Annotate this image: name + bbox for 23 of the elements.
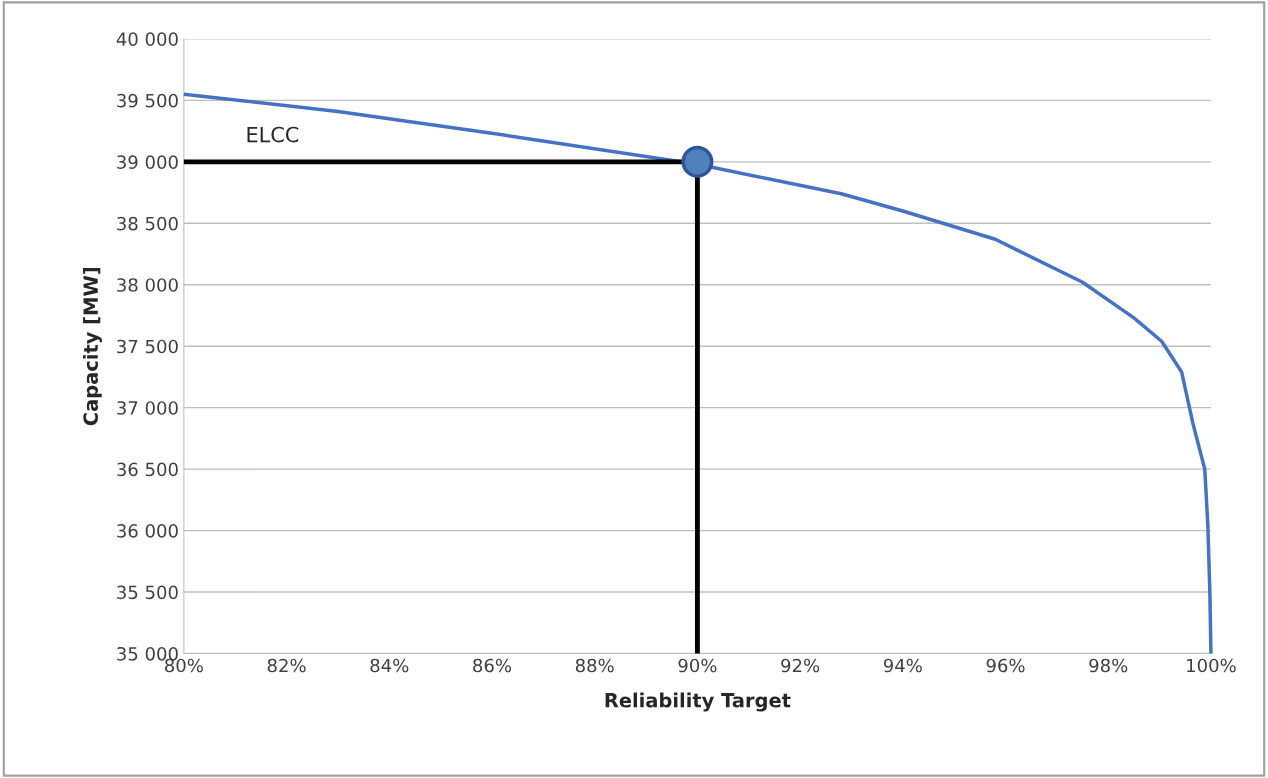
- y-tick-label: 38 500: [117, 216, 178, 231]
- x-tick-label: 98%: [1089, 658, 1128, 673]
- annotation: ELCC: [247, 126, 299, 143]
- y-tick-label: 35 500: [117, 585, 178, 600]
- y-axis-title: Capacity [MW]: [82, 267, 102, 426]
- y-tick-label: 37 000: [117, 401, 178, 415]
- y-tick-label: 36 500: [117, 462, 178, 477]
- x-tick-label: 84%: [370, 658, 409, 673]
- y-tick-label: 36 000: [117, 524, 178, 538]
- x-tick-label: 96%: [986, 658, 1025, 673]
- x-tick-label: 94%: [883, 658, 922, 673]
- x-tick-label: 92%: [781, 658, 820, 673]
- y-tick-label: 38 000: [117, 278, 178, 292]
- x-tick-label: 100%: [1187, 658, 1236, 673]
- y-tick-label: 40 000: [116, 32, 178, 47]
- x-tick-label: 88%: [575, 658, 614, 673]
- y-tick-label: 39 000: [117, 155, 178, 169]
- y-tick-label: 39 500: [117, 93, 178, 108]
- x-tick-label: 82%: [267, 658, 306, 673]
- x-axis-title: Reliability Target: [605, 692, 791, 712]
- x-tick-label: 86%: [473, 658, 512, 673]
- x-tick-label: 90%: [678, 658, 717, 673]
- y-tick-label: 37 500: [117, 339, 178, 354]
